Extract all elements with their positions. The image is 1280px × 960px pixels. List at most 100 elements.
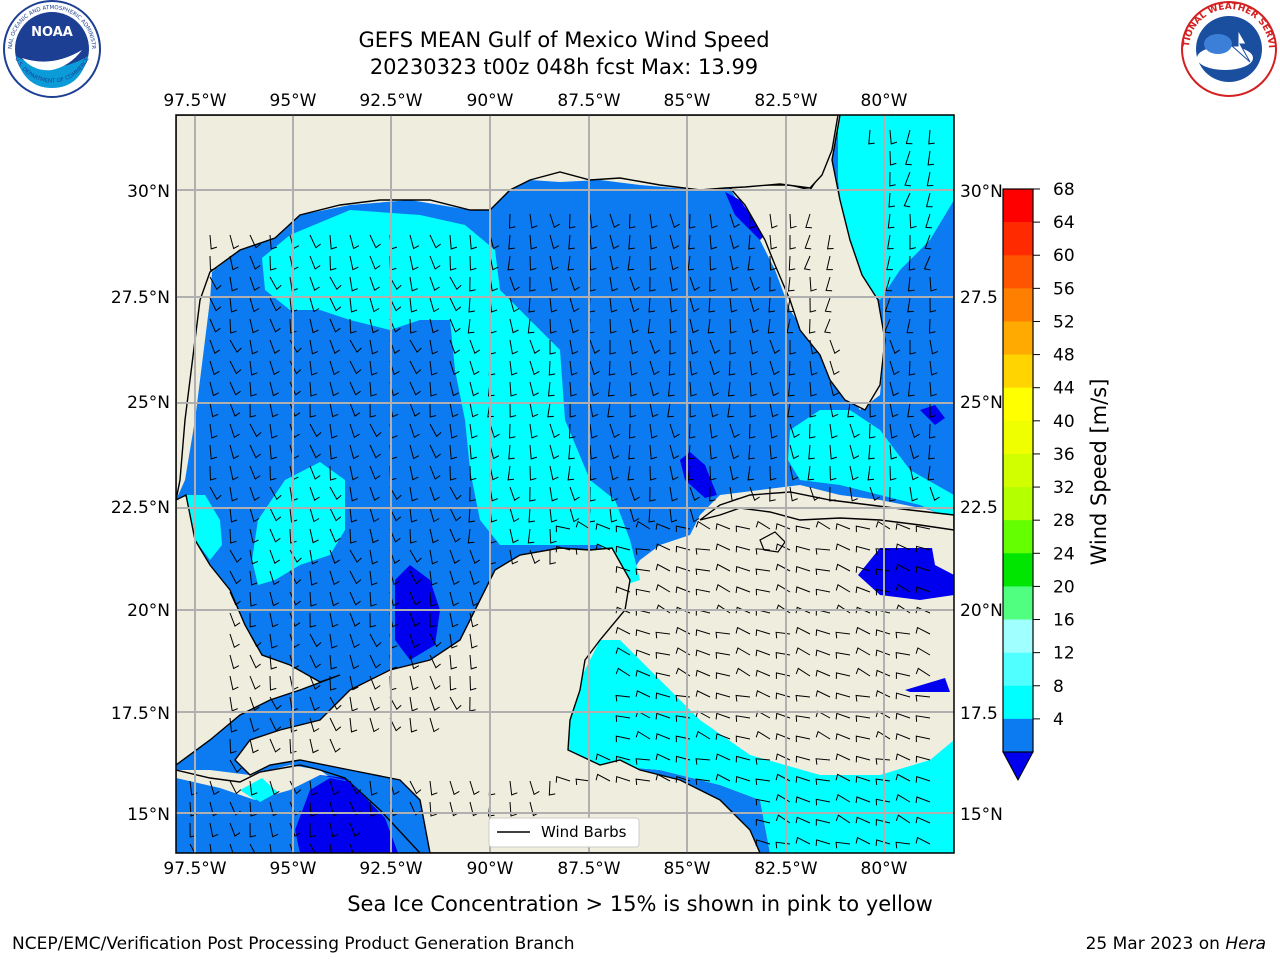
wind-barb (209, 486, 222, 500)
wind-barb (868, 444, 875, 460)
wind-barb (675, 694, 691, 702)
wind-barb (835, 814, 851, 824)
colorbar-segment (1003, 222, 1033, 256)
wind-barb (449, 360, 460, 376)
wind-barb (595, 773, 611, 782)
wind-barb (809, 486, 820, 501)
wind-barb (429, 591, 437, 607)
wind-barb (749, 486, 760, 501)
wind-barb (589, 339, 601, 354)
wind-barb (815, 649, 831, 657)
wind-barb (795, 755, 811, 763)
wind-barb (309, 696, 320, 711)
wind-barb (269, 675, 277, 691)
wind-barb (928, 444, 935, 460)
wind-barb (429, 717, 440, 733)
wind-barb (804, 234, 812, 250)
wind-barb (269, 339, 281, 354)
wind-barb (803, 255, 811, 271)
wind-barb (349, 339, 362, 353)
wind-barb (815, 758, 831, 765)
wind-barb (905, 150, 912, 166)
wind-barb (829, 444, 838, 460)
wind-barb (529, 339, 541, 354)
wind-barb (655, 692, 671, 700)
wind-barb (249, 423, 262, 438)
wind-barb (507, 255, 515, 271)
wind-barb (655, 523, 671, 530)
wind-barb (615, 545, 631, 553)
wind-barb (509, 486, 520, 501)
wind-barb (349, 570, 362, 585)
lon-label-bottom: 97.5°W (163, 859, 226, 879)
wind-barb (749, 381, 757, 397)
wind-barb (349, 402, 361, 417)
footer-date: 25 Mar 2023 on Hera (1086, 934, 1266, 954)
wind-barb (923, 255, 931, 271)
wind-barb (527, 528, 535, 544)
wind-barb (809, 402, 817, 418)
wind-barb (695, 548, 711, 555)
wind-barb (675, 647, 691, 656)
wind-barb (635, 778, 651, 786)
wind-barb (369, 696, 380, 711)
wind-barb (229, 339, 242, 353)
wind-barb (409, 339, 422, 353)
wind-barb (429, 234, 441, 249)
wind-barb (269, 465, 277, 481)
wind-barb (429, 696, 440, 711)
wind-barb (349, 822, 361, 837)
wind-barb (547, 402, 554, 418)
wind-barb (829, 381, 839, 397)
wind-barb (715, 773, 731, 782)
wind-barb (409, 528, 417, 544)
wind-barb (529, 444, 538, 460)
wind-barb (769, 486, 776, 502)
wind-barb (508, 213, 516, 229)
wind-barb (875, 588, 891, 596)
lat-label-left: 22.5°N (111, 498, 170, 518)
wind-barb (768, 297, 775, 313)
wind-barb (728, 360, 736, 376)
wind-barb (329, 234, 338, 250)
wind-barb (855, 525, 871, 533)
wind-barb (449, 444, 458, 460)
wind-barb (329, 843, 332, 853)
colorbar-segment (1003, 387, 1033, 422)
wind-barb (349, 696, 358, 712)
lat-label-left: 15°N (127, 805, 170, 825)
wind-barb (229, 591, 241, 606)
wind-barb (749, 402, 757, 418)
wind-barb (329, 654, 338, 670)
wind-barb (788, 255, 796, 271)
wind-barb (269, 822, 279, 838)
wind-barb (815, 629, 831, 636)
wind-barb (529, 360, 540, 376)
wind-barb (449, 402, 459, 418)
wind-barb (349, 633, 360, 649)
wind-barb (607, 381, 615, 397)
wind-barb (555, 525, 571, 533)
wind-barb (909, 213, 917, 229)
wind-barb (655, 733, 671, 740)
wind-barb (229, 759, 242, 773)
lat-label-right: 17.5 (960, 704, 998, 724)
wind-barb (609, 465, 619, 481)
wind-barb (709, 339, 721, 354)
wind-barb (329, 423, 338, 439)
wind-barb (249, 591, 257, 607)
wind-barb (449, 465, 457, 481)
wind-barb (615, 626, 631, 635)
wind-barb (249, 339, 259, 355)
wind-barb (855, 606, 871, 614)
wind-barb (249, 402, 257, 418)
wind-barb (649, 276, 656, 292)
wind-barb (229, 423, 240, 439)
wind-barb (875, 520, 891, 530)
wind-barb (628, 423, 636, 439)
wind-barb (289, 822, 301, 837)
wind-barb (549, 234, 560, 250)
wind-barb (747, 465, 755, 481)
wind-barb (669, 465, 679, 481)
wind-barb (269, 717, 282, 732)
